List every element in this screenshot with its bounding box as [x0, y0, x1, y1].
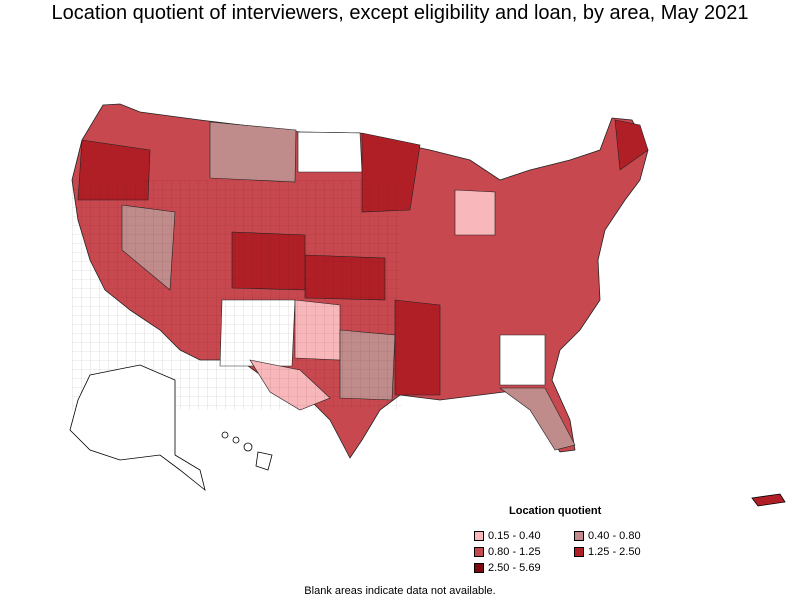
- legend-label-4: 1.25 - 2.50: [588, 546, 641, 558]
- alaska-shape: [69, 364, 206, 492]
- legend-swatch-5: [474, 563, 484, 573]
- contiguous-us: [71, 103, 649, 459]
- puerto-rico: [751, 493, 786, 507]
- legend-item-5: 2.50 - 5.69: [474, 562, 541, 574]
- florida-region: [499, 387, 576, 451]
- georgia-blank: [499, 334, 546, 386]
- legend-item-3: 0.80 - 1.25: [474, 546, 541, 558]
- legend-item-1: 0.15 - 0.40: [474, 530, 541, 542]
- legend-label-5: 2.50 - 5.69: [488, 562, 541, 574]
- lower-michigan-light: [454, 189, 496, 236]
- maine-region: [614, 119, 649, 171]
- legend-label-1: 0.15 - 0.40: [488, 530, 541, 542]
- legend-swatch-4: [574, 547, 584, 557]
- north-dakota-blank: [297, 131, 363, 173]
- montana-region: [209, 121, 297, 183]
- data-note: Blank areas indicate data not available.: [304, 585, 496, 597]
- legend-item-4: 1.25 - 2.50: [574, 546, 641, 558]
- legend-swatch-1: [474, 531, 484, 541]
- alaska: [69, 364, 206, 492]
- legend-label-2: 0.40 - 0.80: [588, 530, 641, 542]
- legend-title: Location quotient: [509, 505, 602, 517]
- hawaii: [221, 431, 273, 471]
- puerto-rico-shape: [751, 493, 786, 507]
- legend-swatch-2: [574, 531, 584, 541]
- legend-label-3: 0.80 - 1.25: [488, 546, 541, 558]
- map-title: Location quotient of interviewers, excep…: [51, 2, 749, 24]
- legend-item-2: 0.40 - 0.80: [574, 530, 641, 542]
- legend-swatch-3: [474, 547, 484, 557]
